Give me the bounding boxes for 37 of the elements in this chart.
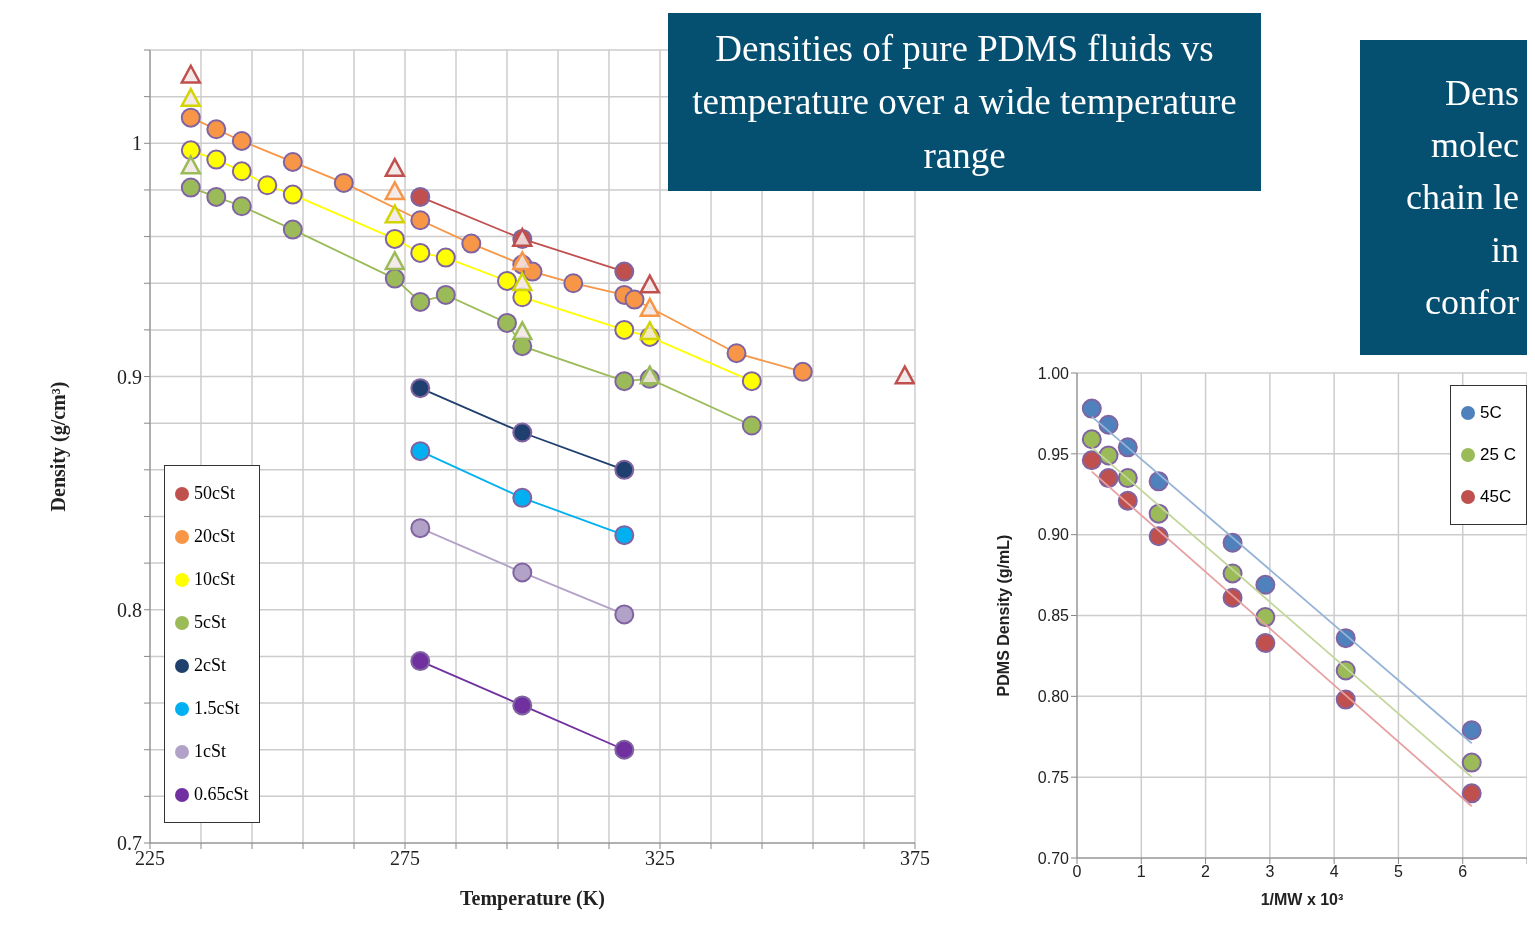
y-tick-label: 0.80 [1037,688,1070,706]
legend-label: 0.65cSt [194,784,249,805]
x-tick-label: 5 [1393,863,1403,881]
y-tick-label: 1 [132,132,142,155]
y-tick-label: 0.95 [1037,445,1070,463]
x-tick-label: 275 [390,847,420,870]
legend-label: 5cSt [194,612,227,633]
y-tick-label: 1.00 [1037,364,1070,382]
x-axis-title: Temperature (K) [460,887,605,910]
x-tick-label: 2 [1201,863,1211,881]
y-axis-title: Density (g/cm³) [47,381,71,512]
x-tick-label: 0 [1072,863,1082,881]
x-tick-label: 1 [1136,863,1146,881]
legend-label: 1.5cSt [194,698,240,719]
x-tick-label: 3 [1265,863,1275,881]
legend-label: 20cSt [194,526,236,547]
y-tick-label: 0.70 [1037,849,1070,867]
y-axis-title: PDMS Density (g/mL) [994,534,1012,697]
y-tick-label: 0.75 [1037,768,1070,786]
legend-label: 50cSt [194,483,236,504]
chart-title: Dens molec chain le in confor [1405,72,1519,324]
y-tick-label: 0.85 [1037,607,1070,625]
legend-label: 10cSt [194,569,236,590]
text: Densities of pure PDMS fluids vs temperature over a wide temperature range [691,26,1238,178]
x-tick-label: 375 [900,847,930,870]
x-tick-label: 6 [1458,863,1468,881]
legend-label: 1cSt [194,741,227,762]
x-axis-title: 1/MW x 10³ [1260,891,1344,908]
legend-label: 45C [1480,487,1512,507]
legend-label: 5C [1480,403,1502,423]
y-tick-label: 0.8 [117,598,142,621]
legend-label: 2cSt [194,655,227,676]
x-tick-label: 4 [1329,863,1339,881]
x-tick-label: 325 [645,847,675,870]
y-tick-label: 0.90 [1037,526,1070,544]
y-tick-label: 0.9 [117,365,142,388]
legend-label: 25 C [1480,445,1516,465]
